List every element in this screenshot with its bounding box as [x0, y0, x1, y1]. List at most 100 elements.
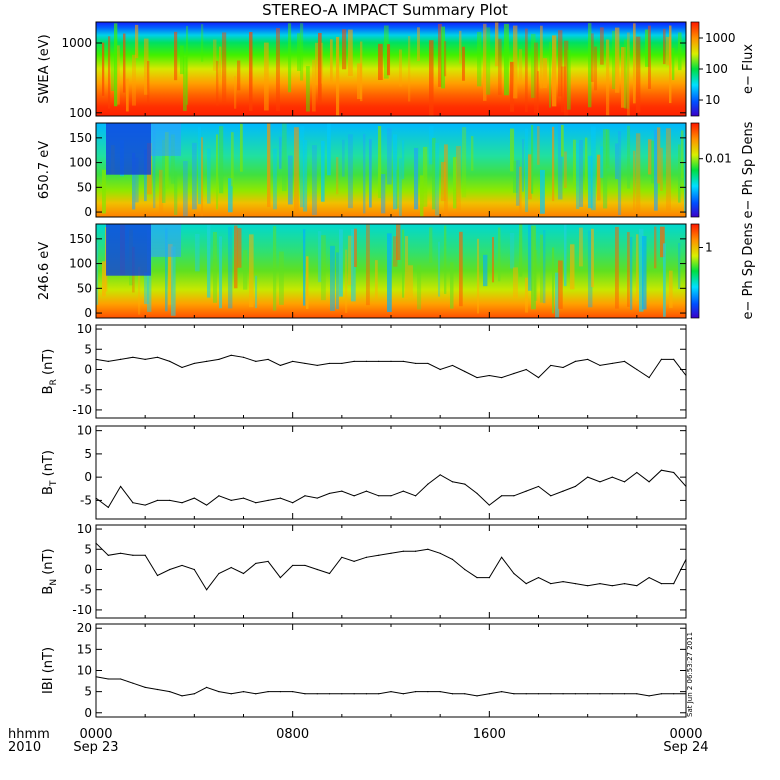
data-point [279, 364, 281, 367]
y-tick-label: 15 [77, 642, 92, 656]
colorbar-tick-label: 100 [705, 62, 728, 76]
swea-colorbar [690, 21, 700, 117]
data-point [304, 362, 306, 365]
data-point [267, 691, 269, 693]
pad650-y-ticks: 0 50 100 150 [69, 131, 686, 219]
pad246-y-ticks: 0 50 100 150 [69, 232, 686, 320]
data-point [316, 497, 318, 499]
data-point [353, 560, 355, 562]
data-point [599, 481, 601, 483]
data-point [144, 686, 146, 689]
data-point [193, 568, 195, 571]
y-tick-label: 0 [84, 362, 92, 376]
data-point [255, 693, 257, 695]
data-point [623, 583, 626, 585]
data-point [230, 499, 232, 501]
data-point [242, 356, 245, 358]
pad650-colorbar-ticks: 0.01 [699, 152, 732, 166]
panel-frame [95, 324, 687, 419]
data-point [402, 693, 404, 695]
y-tick-label: 50 [77, 281, 92, 295]
data-point [304, 495, 306, 497]
data-point [660, 358, 663, 360]
data-point [574, 693, 576, 695]
data-point [365, 693, 368, 695]
data-point [599, 364, 601, 367]
data-point [193, 362, 195, 365]
data-point [660, 583, 663, 585]
data-point [119, 678, 122, 680]
data-point [550, 583, 552, 585]
data-point [623, 481, 626, 483]
data-point [279, 497, 281, 499]
data-point [550, 495, 552, 497]
data-point [218, 358, 220, 360]
y-tick-label: 150 [69, 232, 92, 246]
data-point [292, 564, 294, 567]
data-point [156, 688, 159, 691]
line-panel-3: 0 5 10 15 20 IBI (nT) [41, 621, 687, 720]
data-point [537, 693, 540, 695]
y-tick-label: 0 [84, 306, 92, 320]
y-tick-label: 0 [84, 706, 92, 720]
data-point [513, 693, 515, 695]
data-point [562, 366, 564, 369]
data-point [673, 583, 675, 585]
data-point [341, 490, 343, 492]
data-point [304, 693, 306, 695]
data-point [206, 504, 208, 506]
series-line [95, 676, 686, 697]
y-tick-label: 0 [84, 470, 92, 484]
data-point [119, 485, 122, 488]
y-tick-label: -5 [80, 383, 92, 397]
data-point [636, 471, 638, 474]
data-point [476, 492, 478, 495]
y-tick-label: 0 [84, 562, 92, 576]
data-point [427, 548, 429, 550]
data-point [206, 686, 208, 689]
data-point [488, 693, 490, 695]
data-point [353, 693, 355, 695]
data-point [685, 374, 687, 377]
data-point [464, 370, 466, 373]
data-point [562, 581, 564, 583]
data-point [648, 695, 650, 697]
x-date-label: Sep 23 [73, 740, 118, 755]
data-point [365, 490, 368, 492]
data-point [673, 358, 675, 360]
pad650-texture [102, 123, 686, 217]
data-point [132, 682, 134, 684]
data-point [439, 368, 441, 371]
data-point [623, 360, 626, 362]
data-point [451, 693, 454, 695]
data-point [279, 576, 281, 579]
data-point [181, 695, 183, 697]
data-point [587, 476, 589, 478]
pad246-colorbar-label: e− Ph Sp Dens [741, 222, 756, 319]
data-point [439, 474, 441, 476]
data-point [107, 554, 109, 556]
data-point [156, 499, 159, 501]
panel-ylabel: IBI (nT) [41, 647, 56, 694]
data-point [587, 585, 589, 587]
data-point [660, 469, 663, 471]
data-point [611, 585, 613, 587]
y-tick-label: 100 [69, 106, 92, 120]
x-tick-label: 1600 [473, 727, 506, 742]
data-point [267, 358, 269, 360]
data-point [255, 502, 257, 504]
data-point [390, 691, 392, 693]
data-point [685, 693, 687, 695]
data-point [574, 583, 576, 585]
data-point [636, 368, 638, 371]
data-point [550, 693, 552, 695]
panel-ylabel: BR (nT) [41, 349, 59, 395]
data-point [107, 360, 109, 362]
data-point [119, 552, 122, 554]
data-point [685, 558, 687, 560]
swea-spectrogram [96, 22, 686, 116]
line-panel-2: -10 -5 0 5 10 BN (nT) [41, 522, 687, 619]
y-tick-label: 5 [84, 685, 92, 699]
